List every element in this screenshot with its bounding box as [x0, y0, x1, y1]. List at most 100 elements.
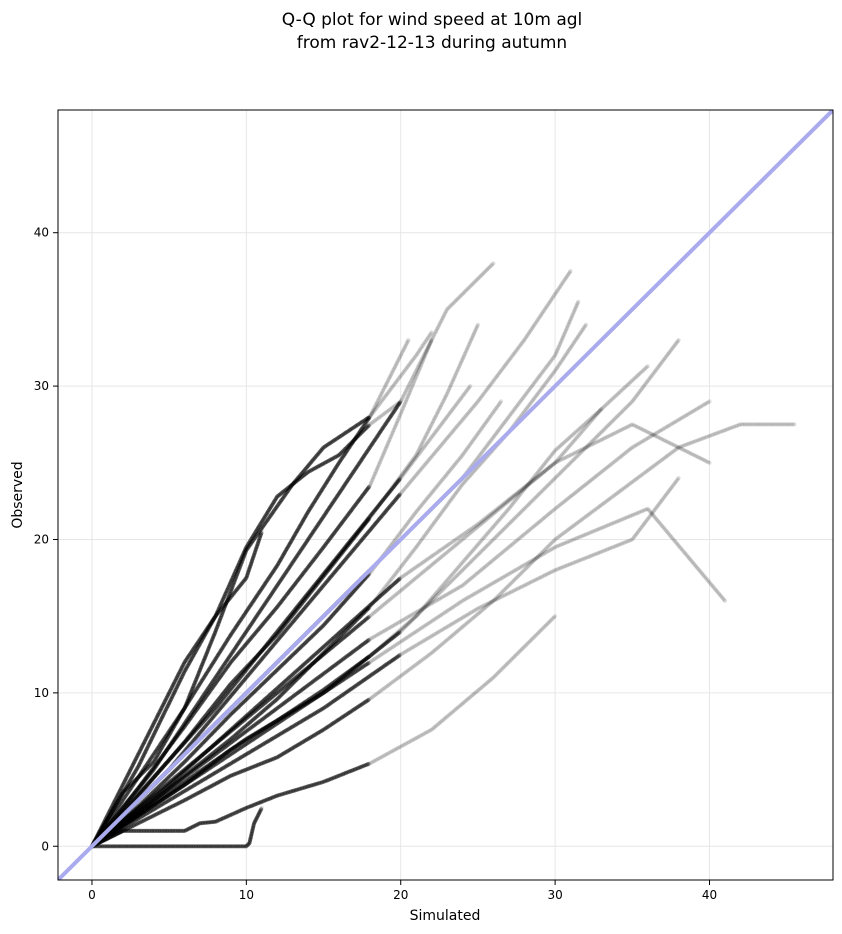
- data-point: [329, 722, 334, 727]
- data-point: [367, 761, 372, 766]
- data-point: [383, 685, 388, 690]
- data-point: [492, 597, 497, 602]
- data-point: [342, 713, 347, 718]
- data-point: [141, 828, 147, 834]
- data-point: [450, 633, 455, 638]
- data-point: [189, 794, 194, 799]
- data-point: [96, 844, 101, 849]
- data-point: [196, 821, 201, 827]
- data-point: [260, 799, 265, 804]
- data-point: [270, 757, 275, 762]
- data-point: [445, 714, 450, 719]
- data-point: [407, 667, 412, 672]
- data-point: [176, 844, 181, 849]
- data-point: [295, 743, 300, 748]
- data-point: [182, 844, 187, 849]
- data-point: [221, 777, 226, 782]
- data-point: [252, 819, 257, 825]
- data-point: [461, 701, 466, 706]
- data-point: [508, 581, 513, 586]
- data-point: [484, 681, 489, 686]
- data-point: [101, 838, 106, 843]
- data-point: [553, 614, 558, 619]
- data-point: [281, 751, 287, 756]
- data-point: [480, 684, 485, 689]
- data-point: [379, 688, 384, 693]
- data-point: [334, 718, 339, 724]
- data-point: [304, 784, 309, 790]
- data-point: [318, 780, 323, 785]
- data-point: [470, 692, 475, 698]
- data-point: [242, 768, 247, 773]
- data-point: [384, 684, 389, 689]
- data-point: [490, 676, 495, 681]
- data-point: [248, 836, 253, 841]
- data-point: [211, 819, 216, 825]
- data-point: [499, 667, 504, 672]
- data-point: [451, 709, 456, 714]
- data-point: [525, 564, 530, 569]
- data-point: [180, 844, 186, 849]
- data-point: [168, 805, 173, 810]
- data-point: [108, 834, 113, 840]
- data-point: [381, 753, 386, 758]
- data-point: [261, 760, 266, 765]
- data-point: [269, 795, 274, 801]
- data-point: [336, 773, 341, 779]
- data-point: [284, 790, 289, 796]
- data-point: [200, 844, 205, 849]
- data-point: [277, 753, 282, 758]
- data-point: [563, 529, 568, 534]
- data-point: [321, 779, 326, 784]
- data-point: [185, 796, 190, 801]
- data-point: [367, 696, 372, 702]
- data-point: [156, 844, 161, 849]
- data-point: [105, 836, 110, 841]
- data-point: [150, 828, 155, 834]
- data-point: [301, 785, 306, 790]
- data-point: [224, 775, 229, 781]
- data-point: [113, 832, 118, 837]
- data-point: [440, 641, 445, 646]
- chart-title-line-1: Q-Q plot for wind speed at 10m agl: [282, 10, 583, 30]
- data-point: [101, 838, 106, 843]
- data-point: [393, 677, 398, 682]
- data-point: [384, 752, 389, 757]
- data-point: [516, 650, 521, 655]
- data-point: [409, 738, 415, 743]
- data-point: [197, 844, 202, 849]
- data-point: [441, 717, 446, 722]
- data-point: [583, 514, 589, 519]
- data-point: [380, 687, 385, 692]
- data-point: [410, 665, 415, 670]
- data-point: [524, 642, 529, 647]
- data-point: [105, 836, 110, 841]
- data-point: [311, 733, 317, 738]
- data-point: [471, 691, 477, 697]
- data-point: [184, 844, 189, 849]
- data-point: [480, 607, 485, 613]
- data-point: [222, 815, 227, 820]
- data-point: [519, 570, 525, 575]
- data-point: [223, 815, 228, 820]
- data-point: [517, 572, 522, 577]
- data-point: [212, 782, 217, 787]
- data-point: [354, 766, 359, 771]
- data-point: [314, 731, 319, 736]
- data-point: [127, 825, 132, 830]
- data-point: [539, 627, 544, 632]
- data-point: [136, 821, 141, 826]
- data-point: [310, 783, 315, 788]
- data-point: [233, 771, 238, 777]
- data-point: [419, 732, 424, 738]
- data-point: [548, 541, 553, 547]
- data-point: [547, 619, 552, 625]
- data-point: [398, 673, 403, 679]
- grid: [58, 110, 833, 880]
- data-point: [266, 758, 271, 764]
- data-point: [394, 746, 399, 752]
- data-point: [486, 679, 491, 684]
- data-point: [482, 682, 487, 687]
- data-point: [243, 767, 248, 772]
- data-point: [293, 788, 298, 793]
